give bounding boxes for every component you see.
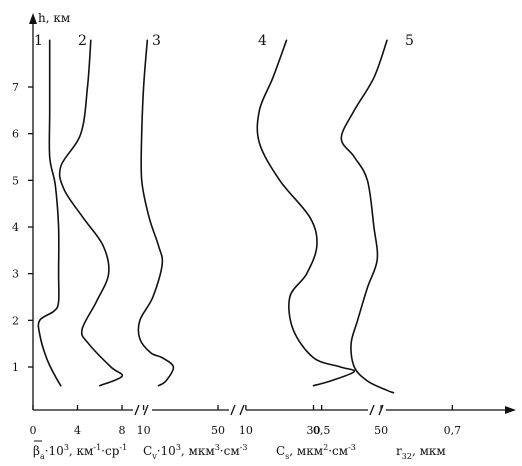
x-axis-label-4: r32, мкм [396, 444, 446, 461]
axis-break-1a [134, 404, 140, 416]
series-number-1: 1 [34, 33, 43, 49]
x-label-part: ·см [220, 444, 240, 458]
axis-break-2b [239, 404, 245, 416]
x-label-part: 3 [64, 443, 69, 452]
x-label-part: 3 [215, 443, 220, 452]
series-number-3: 3 [152, 33, 161, 49]
x-axis-label-1: βa·103, км-1·ср-1 [33, 443, 127, 461]
x-tick-label-p1-1: 0 [30, 424, 37, 437]
x-label-part: ·10 [45, 444, 64, 458]
series-curve-4 [256, 39, 356, 387]
y-axis-label: h, км [38, 11, 70, 25]
x-label-part: 32 [402, 452, 412, 461]
y-tick-label-5: 5 [12, 174, 19, 187]
x-label-part: β [33, 444, 40, 458]
series-curve-1 [37, 39, 62, 387]
x-tick-label-p4-2: 0,7 [444, 424, 462, 437]
x-axis-arrow [505, 406, 516, 414]
x-tick-label-p1-3: 8 [119, 424, 126, 437]
x-label-part: s [285, 452, 289, 461]
x-label-part: -3 [240, 443, 248, 452]
x-label-part: C [143, 444, 152, 458]
x-tick-label-p3-1: 10 [239, 424, 253, 437]
x-label-part: -3 [348, 443, 356, 452]
x-label-part: -1 [119, 443, 127, 452]
series-number-4: 4 [258, 33, 267, 49]
y-tick-label-7: 7 [12, 81, 19, 94]
x-label-part: -1 [93, 443, 101, 452]
x-tick-label-p2-1: 10 [137, 424, 151, 437]
x-label-part: ·см [328, 444, 348, 458]
x-label-part: ·ср [101, 444, 120, 458]
x-tick-label-p2-2: 50 [211, 424, 225, 437]
x-label-part: r [396, 444, 402, 458]
x-tick-label-p3-2: 30 [307, 424, 321, 437]
x-tick-label-p4-1: 0,5 [313, 424, 331, 437]
x-label-part: , мкм [412, 444, 446, 458]
x-label-part: ·10 [157, 444, 176, 458]
series-number-5: 5 [405, 33, 414, 49]
x-tick-label-p3-3: 50 [374, 424, 388, 437]
x-label-part: 3 [176, 443, 181, 452]
series-curve-2 [58, 39, 124, 387]
x-axis-label-2: Cv·103, мкм3·см-3 [143, 443, 247, 461]
x-label-part: 2 [323, 443, 328, 452]
axis-break-1b [143, 404, 149, 416]
y-tick-label-2: 2 [12, 314, 19, 327]
x-label-part: , мкм [289, 444, 323, 458]
x-tick-label-p1-2: 4 [74, 424, 81, 437]
x-label-part: , км [69, 444, 93, 458]
y-tick-label-1: 1 [12, 361, 19, 374]
x-label-part: v [151, 452, 157, 461]
x-label-part: a [40, 452, 45, 461]
series-number-2: 2 [78, 33, 87, 49]
y-tick-label-3: 3 [12, 268, 19, 281]
x-axis-label-3: Cs, мкм2·см-3 [276, 443, 356, 461]
series-curve-5 [340, 39, 395, 394]
y-axis-arrow [29, 13, 37, 24]
series-curve-3 [137, 39, 175, 387]
axis-break-3a [369, 404, 375, 416]
y-tick-label-6: 6 [12, 128, 19, 141]
axis-break-2a [230, 404, 236, 416]
y-tick-label-4: 4 [12, 221, 19, 234]
x-label-part: , мкм [181, 444, 215, 458]
x-label-part: C [276, 444, 285, 458]
